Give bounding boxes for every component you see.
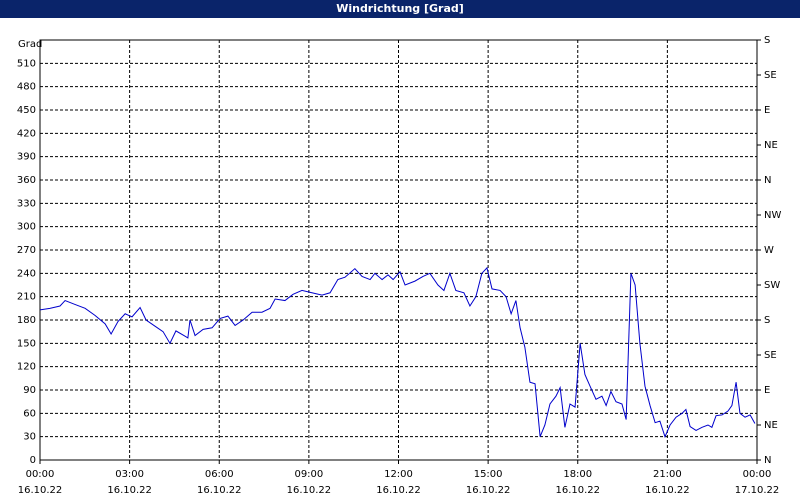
x-tick-date: 16.10.22	[645, 485, 690, 496]
x-tick-label: 09:00	[294, 469, 323, 480]
y-tick-label: 300	[17, 222, 36, 233]
y2-tick-label: NW	[764, 210, 781, 221]
x-tick-label: 00:00	[743, 469, 772, 480]
x-tick-date: 16.10.22	[287, 485, 332, 496]
y-tick-label: 330	[17, 198, 36, 209]
y-tick-label: 180	[17, 315, 36, 326]
x-tick-label: 06:00	[205, 469, 234, 480]
y-tick-label: 30	[23, 432, 36, 443]
x-tick-label: 00:00	[26, 469, 55, 480]
y-tick-label: 480	[17, 82, 36, 93]
x-tick-date: 16.10.22	[18, 485, 63, 496]
x-tick-date: 17.10.22	[735, 485, 780, 496]
y-tick-label: 60	[23, 408, 36, 419]
x-tick-date: 16.10.22	[376, 485, 421, 496]
y-tick-label: 120	[17, 362, 36, 373]
y2-tick-label: SE	[764, 350, 777, 361]
y2-tick-label: S	[764, 315, 770, 326]
x-tick-label: 21:00	[653, 469, 682, 480]
y-tick-label: 0	[30, 455, 36, 466]
x-tick-date: 16.10.22	[555, 485, 600, 496]
chart-title: Windrichtung [Grad]	[336, 2, 464, 15]
y2-tick-label: N	[764, 455, 771, 466]
y2-tick-label: SW	[764, 280, 780, 291]
x-tick-date: 16.10.22	[197, 485, 242, 496]
data-line	[39, 266, 756, 439]
x-tick-label: 15:00	[474, 469, 503, 480]
y2-tick-label: E	[764, 385, 770, 396]
y-tick-label: 240	[17, 268, 36, 279]
x-tick-label: 03:00	[115, 469, 144, 480]
x-tick-date: 16.10.22	[107, 485, 152, 496]
y-tick-label: 360	[17, 175, 36, 186]
y2-tick-label: NE	[764, 420, 778, 431]
y2-tick-label: SE	[764, 70, 777, 81]
title-bar	[0, 0, 800, 18]
y2-tick-label: W	[764, 245, 774, 256]
y2-tick-label: N	[764, 175, 771, 186]
x-tick-date: 16.10.22	[466, 485, 511, 496]
y2-tick-label: S	[764, 35, 770, 46]
y2-tick-label: E	[764, 105, 770, 116]
x-tick-label: 12:00	[384, 469, 413, 480]
y2-tick-label: NE	[764, 140, 778, 151]
y-tick-label: 420	[17, 128, 36, 139]
y-tick-label: 270	[17, 245, 36, 256]
y-tick-label: 450	[17, 105, 36, 116]
x-tick-label: 18:00	[563, 469, 592, 480]
y-tick-label: 210	[17, 292, 36, 303]
y-tick-label: 390	[17, 152, 36, 163]
y-tick-label: 150	[17, 338, 36, 349]
y-tick-label: 90	[23, 385, 36, 396]
y-axis-label: Grad	[18, 39, 42, 50]
y-tick-label: 510	[17, 58, 36, 69]
